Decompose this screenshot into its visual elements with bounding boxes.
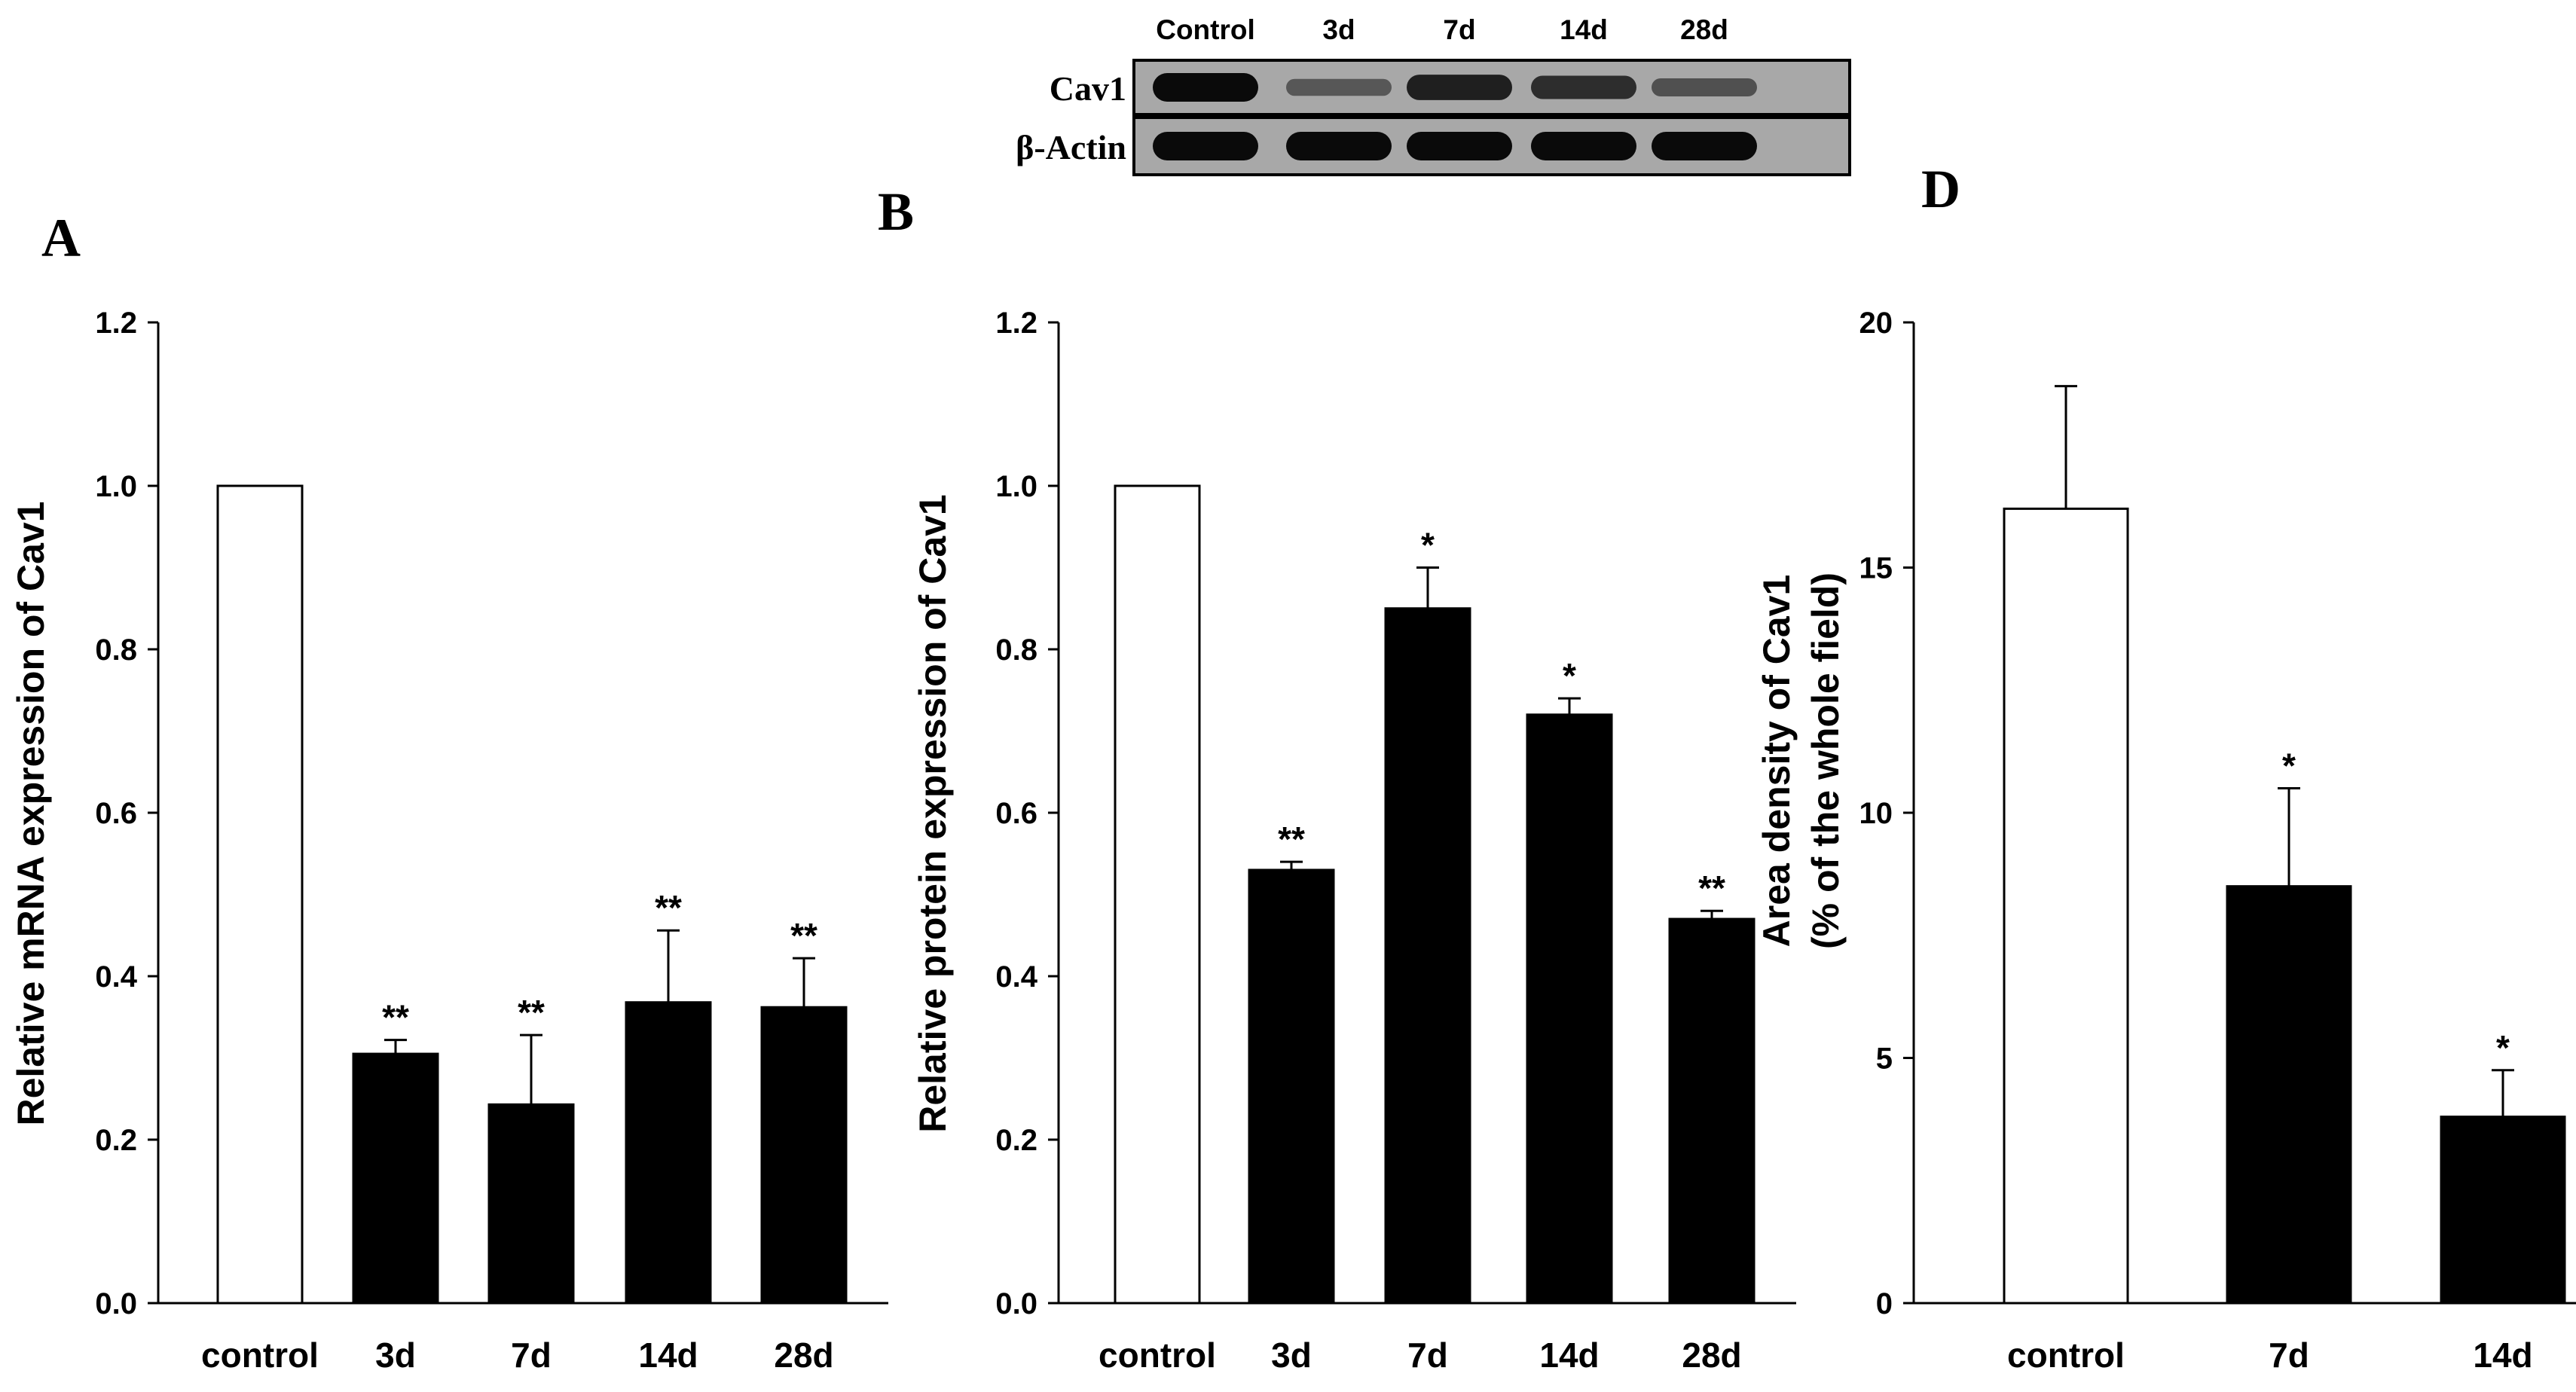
significance-mark: *	[2496, 1028, 2510, 1067]
significance-mark: **	[790, 916, 817, 955]
y-axis-label: Area density of Cav1	[1756, 575, 1798, 948]
x-tick-label: 28d	[1682, 1336, 1741, 1375]
blot-band	[1286, 132, 1392, 160]
y-tick-label: 5	[1876, 1042, 1893, 1076]
blot-band	[1652, 78, 1757, 96]
bar-3d	[1248, 868, 1335, 1305]
blot-band	[1153, 132, 1258, 160]
blot-band	[1531, 132, 1636, 160]
x-tick-label: 28d	[774, 1336, 833, 1375]
western-blot: Control 3d 7d 14d 28d Cav1 β-Actin	[1016, 14, 1851, 176]
x-tick-label: 14d	[1539, 1336, 1599, 1375]
blot-band	[1286, 78, 1392, 96]
y-tick-label: 0.8	[995, 633, 1037, 667]
bar-28d	[760, 1006, 848, 1305]
chart-panel-b: B 0.0 0.2 0.4 0.6 0.8 1.0 1.2 Relative protein e…	[878, 182, 1796, 1375]
chart-panel-d: D 0 5 10 15 20 Area density of Cav1 (% of the w…	[1756, 159, 2576, 1375]
bar-control	[1114, 484, 1201, 1305]
y-tick-label: 1.0	[95, 470, 137, 503]
y-tick-label: 20	[1859, 307, 1893, 340]
x-tick-label: control	[2007, 1336, 2125, 1375]
significance-mark: *	[1421, 526, 1435, 565]
x-tick-label: 3d	[375, 1336, 416, 1375]
y-axis-label: (% of the whole field)	[1804, 572, 1847, 949]
bar-14d	[1526, 713, 1613, 1305]
blot-lane-label: 7d	[1443, 14, 1475, 45]
x-tick-label: control	[1099, 1336, 1216, 1375]
y-tick-label: 0.0	[995, 1287, 1037, 1320]
y-tick-label: 0.0	[95, 1287, 137, 1320]
y-axis-label: Relative mRNA expression of Cav1	[10, 501, 52, 1125]
panel-letter: A	[41, 208, 81, 268]
blot-lane-label: 28d	[1680, 14, 1728, 45]
y-tick-label: 0.8	[95, 633, 137, 667]
bar-7d	[2226, 885, 2352, 1305]
significance-mark: **	[655, 888, 682, 927]
blot-lane-label: 14d	[1560, 14, 1608, 45]
bar-3d	[352, 1052, 439, 1305]
blot-lane-label: Control	[1156, 14, 1255, 45]
y-tick-label: 15	[1859, 552, 1893, 585]
blot-band	[1652, 132, 1757, 160]
bar-14d	[2440, 1116, 2566, 1305]
blot-band	[1407, 75, 1512, 100]
blot-band	[1153, 73, 1258, 102]
x-tick-label: control	[201, 1336, 319, 1375]
bar-control	[2003, 507, 2129, 1305]
significance-mark: *	[2282, 746, 2296, 785]
x-tick-label: 7d	[511, 1336, 552, 1375]
significance-mark: **	[382, 998, 409, 1037]
bar-28d	[1668, 917, 1756, 1305]
significance-mark: **	[518, 993, 545, 1032]
panel-letter: B	[878, 182, 914, 242]
y-tick-label: 0.4	[95, 960, 137, 994]
significance-mark: *	[1563, 656, 1576, 695]
blot-band	[1407, 132, 1512, 160]
significance-mark: **	[1278, 820, 1305, 859]
y-axis-label: Relative protein expression of Cav1	[912, 494, 954, 1133]
blot-band	[1531, 75, 1636, 99]
y-tick-label: 0.2	[95, 1124, 137, 1157]
bar-7d	[487, 1103, 575, 1305]
significance-mark: **	[1698, 868, 1725, 908]
y-tick-label: 1.0	[995, 470, 1037, 503]
y-tick-label: 0.6	[95, 797, 137, 830]
y-tick-label: 0.4	[995, 960, 1037, 994]
blot-row-label: β-Actin	[1016, 128, 1126, 166]
chart-panel-a: A 0.0 0.2 0.4 0.6 0.8 1.0 1.2 Relative mRNA expr…	[10, 208, 888, 1375]
y-tick-label: 0.6	[995, 797, 1037, 830]
bar-7d	[1384, 607, 1471, 1305]
x-tick-label: 3d	[1271, 1336, 1312, 1375]
x-tick-label: 14d	[638, 1336, 698, 1375]
y-tick-label: 1.2	[995, 307, 1037, 340]
y-tick-label: 1.2	[95, 307, 137, 340]
y-tick-label: 0.2	[995, 1124, 1037, 1157]
bar-14d	[625, 1001, 712, 1305]
y-tick-label: 10	[1859, 797, 1893, 830]
y-tick-label: 0	[1876, 1287, 1893, 1320]
blot-row-label: Cav1	[1050, 69, 1126, 108]
x-tick-label: 7d	[1407, 1336, 1448, 1375]
bar-control	[216, 484, 304, 1305]
panel-letter: D	[1921, 159, 1960, 219]
blot-lane-label: 3d	[1322, 14, 1355, 45]
x-tick-label: 7d	[2269, 1336, 2309, 1375]
x-tick-label: 14d	[2473, 1336, 2532, 1375]
